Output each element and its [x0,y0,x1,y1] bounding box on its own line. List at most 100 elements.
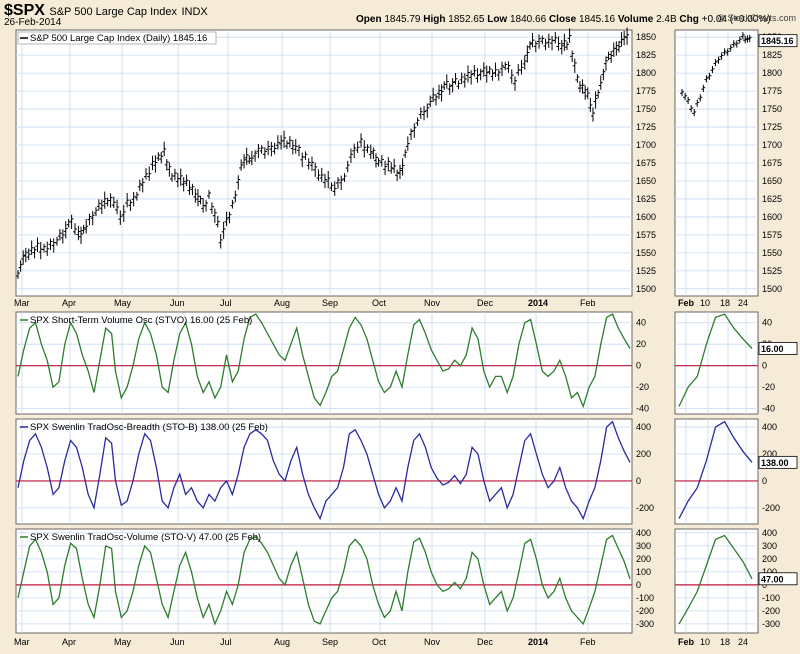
ytick-volume-3: 0 [636,580,641,590]
volume-value: 2.4B [656,14,677,25]
zoom-ytick-price-10: 1750 [762,104,782,114]
zoom-xtick-18: 18 [720,298,730,308]
last-value-stvo: 16.00 [761,344,784,354]
close-label: Close [548,14,577,25]
xtick-bottom-Mar: Mar [14,637,30,647]
zoom-ytick-volume-2: -100 [762,593,780,603]
zoom-ytick-price-7: 1675 [762,158,782,168]
zoom-ytick-volume-7: 400 [762,528,777,538]
ytick-breadth-1: 0 [636,476,641,486]
zoom-xtick-bottom-24: 24 [738,637,748,647]
low-value: 1840.66 [510,14,547,25]
zoom-ytick-price-11: 1775 [762,86,782,96]
ytick-volume-0: -300 [636,619,654,629]
zoom-xtick-bottom-Feb: Feb [678,637,695,647]
xtick-bottom-Feb: Feb [580,637,596,647]
zoom-ytick-stvo-2: 0 [762,361,767,371]
ytick-price-6: 1650 [636,176,656,186]
zoom-breadth-bg [674,418,759,525]
symbol-title: $SPX S&P 500 Large Cap Index INDX [4,2,208,20]
xtick-bottom-Oct: Oct [372,637,387,647]
xtick-Aug: Aug [274,298,290,308]
zoom-xtick-bottom-10: 10 [700,637,710,647]
legend-box-price [17,31,217,45]
xtick-Feb: Feb [580,298,596,308]
low-label: Low [487,14,508,25]
zoom-ytick-volume-5: 200 [762,554,777,564]
ytick-volume-1: -200 [636,606,654,616]
ytick-price-9: 1725 [636,122,656,132]
zoom-ytick-price-12: 1800 [762,68,782,78]
close-value: 1845.16 [578,14,616,25]
zoom-ytick-breadth-3: 400 [762,422,777,432]
zoom-ytick-price-6: 1650 [762,176,782,186]
zoom-stvo-bg [674,311,759,415]
zoom-ytick-price-5: 1625 [762,194,782,204]
xtick-bottom-Aug: Aug [274,637,290,647]
zoom-volume-bg [674,528,759,634]
ytick-price-3: 1575 [636,230,656,240]
zoom-series-line-stvo [678,313,753,407]
ytick-price-7: 1675 [636,158,656,168]
zoom-ytick-volume-1: -200 [762,606,780,616]
ytick-price-11: 1775 [636,86,656,96]
zoom-price-bars [680,32,752,117]
ytick-breadth-0: -200 [636,503,654,513]
ytick-volume-7: 400 [636,528,651,538]
volume-label: Volume [617,14,654,25]
last-value-box-stvo [758,342,798,355]
panel-title-price: S&P 500 Large Cap Index (Daily) 1845.16 [30,33,207,44]
xtick-bottom-2014: 2014 [528,637,548,647]
ytick-price-10: 1750 [636,104,656,114]
ytick-price-2: 1550 [636,248,656,258]
zoom-ytick-price-13: 1825 [762,50,782,60]
panel-title-breadth: SPX Swenlin TradOsc-Breadth (STO-B) 138.… [30,422,268,433]
xtick-Apr: Apr [62,298,76,308]
last-value-box-breadth [758,455,798,469]
zoom-ytick-breadth-2: 200 [762,449,777,459]
quote-line: Open 1845.79 High 1852.65 Low 1840.66 Cl… [356,14,771,25]
index-name: S&P 500 Large Cap Index [49,6,177,18]
ytick-breadth-2: 200 [636,449,651,459]
zoom-ytick-breadth-0: -200 [762,503,780,513]
ytick-price-1: 1525 [636,266,656,276]
zoom-ytick-price-4: 1600 [762,212,782,222]
zoom-ytick-price-3: 1575 [762,230,782,240]
xtick-Mar: Mar [14,298,30,308]
ytick-volume-4: 100 [636,567,651,577]
ytick-volume-6: 300 [636,541,651,551]
xtick-bottom-Sep: Sep [322,637,338,647]
chart-header: $SPX S&P 500 Large Cap Index INDX 26-Feb… [0,0,800,30]
zoom-ytick-price-9: 1725 [762,122,782,132]
zoom-xtick-10: 10 [700,298,710,308]
xtick-bottom-May: May [114,637,132,647]
ytick-stvo-4: 40 [636,318,646,328]
zoom-ytick-price-8: 1700 [762,140,782,150]
price-bars [16,27,630,279]
panel-title-stvo: SPX Short-Term Volume Osc (STVO) 16.00 (… [30,315,252,326]
last-value-box-price [758,34,798,48]
chart-date: 26-Feb-2014 [4,17,62,28]
xtick-bottom-Dec: Dec [477,637,494,647]
zoom-ytick-volume-4: 100 [762,567,777,577]
exchange-label: INDX [181,6,208,18]
last-value-volume: 47.00 [761,574,784,584]
xtick-May: May [114,298,132,308]
zoom-ytick-price-1: 1525 [762,266,782,276]
last-value-breadth: 138.00 [761,458,789,468]
ytick-price-0: 1500 [636,284,656,294]
ytick-stvo-3: 20 [636,339,646,349]
ytick-price-12: 1800 [636,68,656,78]
xtick-Jul: Jul [220,298,232,308]
ytick-volume-2: -100 [636,593,654,603]
zoom-ytick-volume-0: -300 [762,619,780,629]
watermark: @ StockCharts.com [715,13,796,23]
last-value-box-volume [758,572,798,586]
open-value: 1845.79 [384,14,421,25]
series-line-volume [17,534,631,626]
ytick-stvo-2: 0 [636,361,641,371]
xtick-bottom-Jul: Jul [220,637,232,647]
xtick-bottom-Jun: Jun [170,637,185,647]
panel-volume-bg [15,528,633,634]
